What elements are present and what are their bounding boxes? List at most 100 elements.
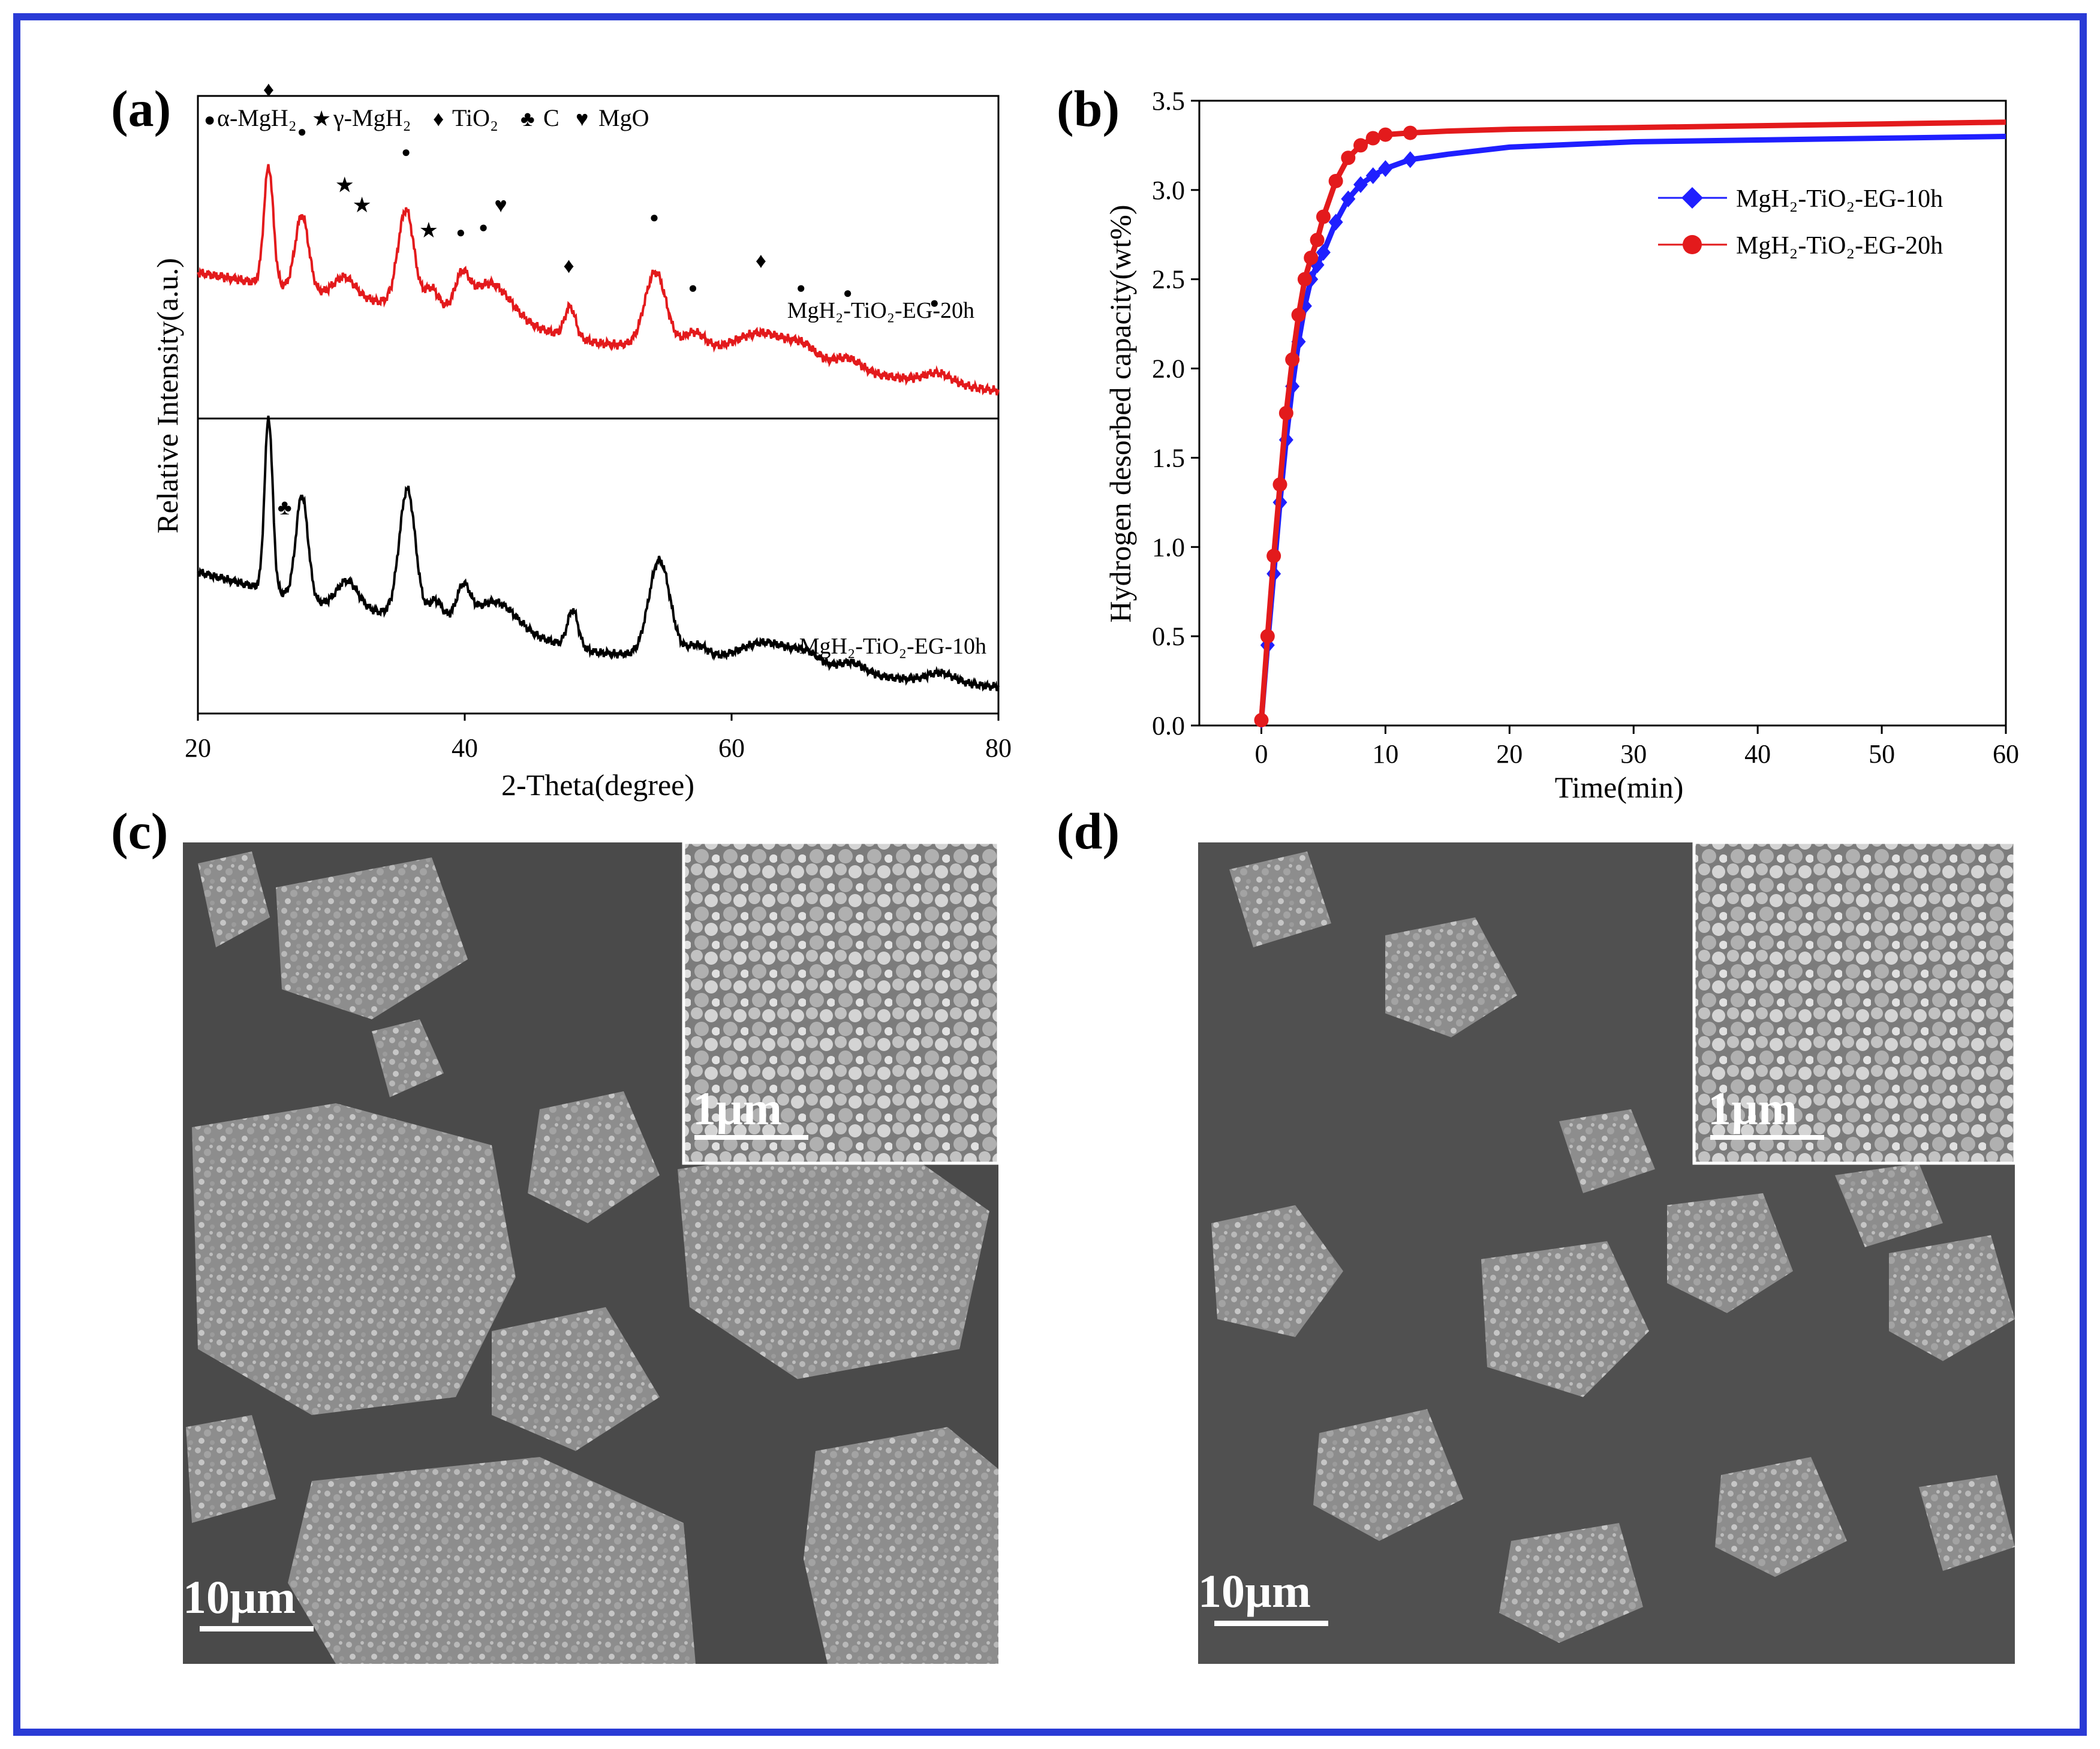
kinetic-point-0-11 (1328, 213, 1343, 231)
series-label-10h: MgH₂-TiO₂-EG-10h (799, 634, 986, 659)
kinetic-point-0-15 (1378, 160, 1393, 177)
peak-marker-10h-0: ♣ (278, 495, 292, 519)
b-ytick-label-6: 3.0 (1152, 176, 1185, 205)
panel-a-y-axis-label: Relative Intensity(a.u.) (151, 258, 184, 534)
b-ytick-label-5: 2.5 (1152, 265, 1185, 294)
panel-a-plot-frame (197, 95, 1000, 715)
panel-d-inset-scale-bar (1710, 1135, 1824, 1140)
kinetic-point-1-10 (1316, 209, 1331, 224)
panel-b-label: (b) (1057, 80, 1120, 137)
kinetic-point-1-16 (1403, 125, 1418, 140)
phase-alpha-text: α-MgH₂ (217, 104, 297, 131)
panel-a-curves (197, 164, 1000, 692)
b-xtick-label-4: 40 (1744, 739, 1771, 769)
panel-d-scale-label: 10µm (1198, 1565, 1311, 1617)
b-ytick-label-1: 0.5 (1152, 622, 1185, 651)
peak-marker-20h-2: ★ (335, 173, 354, 197)
peak-marker-20h-10: ● (649, 209, 659, 226)
panel-d-inset-scale-label: 1µm (1708, 1082, 1797, 1134)
kinetic-point-1-8 (1304, 250, 1319, 265)
peak-marker-20h-8: ♥ (494, 193, 507, 217)
peak-marker-20h-7: ● (479, 219, 488, 236)
kinetic-point-1-13 (1353, 138, 1368, 153)
kinetic-point-1-3 (1272, 477, 1287, 492)
b-xtick-label-2: 20 (1496, 739, 1523, 769)
b-xtick-label-1: 10 (1372, 739, 1398, 769)
kinetic-point-1-2 (1266, 549, 1281, 564)
series-label-20h: MgH₂-TiO₂-EG-20h (787, 298, 974, 323)
b-xtick-label-0: 0 (1254, 739, 1268, 769)
a-xtick-label-0: 20 (185, 733, 211, 763)
panel-c-inset (682, 841, 1000, 1165)
phase-gamma-text: γ-MgH₂ (333, 104, 411, 131)
panel-a-x-ticks: 20 40 60 80 (185, 714, 1012, 763)
b-xtick-label-3: 30 (1620, 739, 1647, 769)
peak-marker-20h-0: ♦ (263, 77, 274, 101)
panel-b-axes: 0 10 20 30 40 50 60 0.0 0.5 1.0 1.5 2.0 2.5 3.0 3.5 (1152, 86, 2019, 769)
b-ytick-label-2: 1.0 (1152, 532, 1185, 562)
xrd-curve-10h (197, 416, 1000, 692)
peak-marker-20h-14: ● (843, 284, 853, 302)
kinetic-point-0-13 (1353, 176, 1368, 193)
peak-marker-20h-5: ★ (419, 218, 438, 242)
panel-c-scale-bar (200, 1626, 314, 1631)
peak-marker-20h-13: ● (796, 279, 806, 296)
b-ytick-label-7: 3.5 (1152, 86, 1185, 116)
a-xtick-label-3: 80 (985, 733, 1012, 763)
peak-marker-20h-6: ● (456, 224, 465, 241)
phase-alpha-symbol: ● (204, 109, 215, 130)
kinetic-point-1-1 (1260, 629, 1275, 644)
phase-mgo-text: MgO (598, 104, 649, 131)
kinetic-point-0-14 (1365, 167, 1380, 185)
phase-mgo-symbol: ♥ (576, 107, 588, 131)
panel-c-inset-scale-bar (694, 1135, 808, 1140)
panel-b-series (1254, 119, 2006, 729)
b-xtick-label-6: 60 (1993, 739, 2019, 769)
kinetic-point-1-0 (1254, 713, 1269, 728)
kinetic-point-1-14 (1365, 131, 1380, 146)
panel-d-scale-bar (1214, 1621, 1328, 1626)
panel-a-peak-markers: ♦●★★●★ ● ●♥♦●●♦● ●●♣ (263, 77, 939, 519)
panel-d-inset (1692, 841, 2017, 1165)
peak-marker-20h-1: ● (297, 123, 307, 140)
panel-c-scale-label: 10µm (183, 1571, 296, 1623)
peak-marker-20h-11: ● (688, 279, 698, 296)
panel-b-legend: MgH₂-TiO₂-EG-10h MgH₂-TiO₂-EG-20h (1658, 185, 1943, 260)
phase-c-symbol: ♣ (521, 107, 535, 131)
kinetic-point-0-10 (1316, 244, 1331, 261)
phase-tio2-symbol: ♦ (433, 107, 444, 131)
kinetic-point-0-12 (1341, 190, 1356, 207)
legend-label-10h: MgH₂-TiO₂-EG-10h (1736, 185, 1943, 213)
kinetic-line-0 (1259, 134, 2006, 721)
a-xtick-label-1: 40 (452, 733, 478, 763)
panel-c-sem-image: 1µm 10µm (183, 841, 1000, 1664)
panel-d-sem-image: 1µm 10µm (1198, 841, 2017, 1664)
peak-marker-20h-12: ♦ (756, 248, 766, 272)
peak-marker-20h-3: ★ (353, 193, 372, 217)
panel-c-label: (c) (111, 802, 168, 860)
peak-marker-20h-9: ♦ (563, 254, 574, 278)
a-xtick-label-2: 60 (718, 733, 745, 763)
panel-a-phase-legend: ● α-MgH₂ ★ γ-MgH₂ ♦ TiO₂ ♣ C ♥ MgO (204, 104, 649, 131)
panel-b-plot-frame (1198, 100, 2007, 727)
peak-marker-20h-15: ● (929, 294, 939, 312)
panel-a-x-axis-label: 2-Theta(degree) (501, 768, 694, 802)
phase-gamma-symbol: ★ (312, 107, 331, 131)
peak-marker-20h-4: ● (401, 143, 411, 161)
panel-c-inset-scale-label: 1µm (693, 1082, 782, 1134)
kinetic-point-1-11 (1328, 173, 1343, 188)
panel-a-label: (a) (111, 80, 171, 137)
panel-d-label: (d) (1057, 802, 1120, 860)
kinetic-point-1-6 (1291, 308, 1306, 323)
legend-marker-10h (1681, 187, 1703, 209)
kinetic-point-1-7 (1297, 272, 1312, 287)
kinetic-point-1-15 (1378, 127, 1393, 142)
kinetic-point-1-5 (1285, 352, 1300, 367)
b-ytick-label-4: 2.0 (1152, 354, 1185, 384)
legend-marker-20h (1683, 235, 1702, 254)
b-ytick-label-3: 1.5 (1152, 443, 1185, 472)
phase-c-text: C (543, 104, 559, 131)
legend-label-20h: MgH₂-TiO₂-EG-20h (1736, 232, 1943, 260)
kinetic-point-1-12 (1341, 150, 1356, 165)
